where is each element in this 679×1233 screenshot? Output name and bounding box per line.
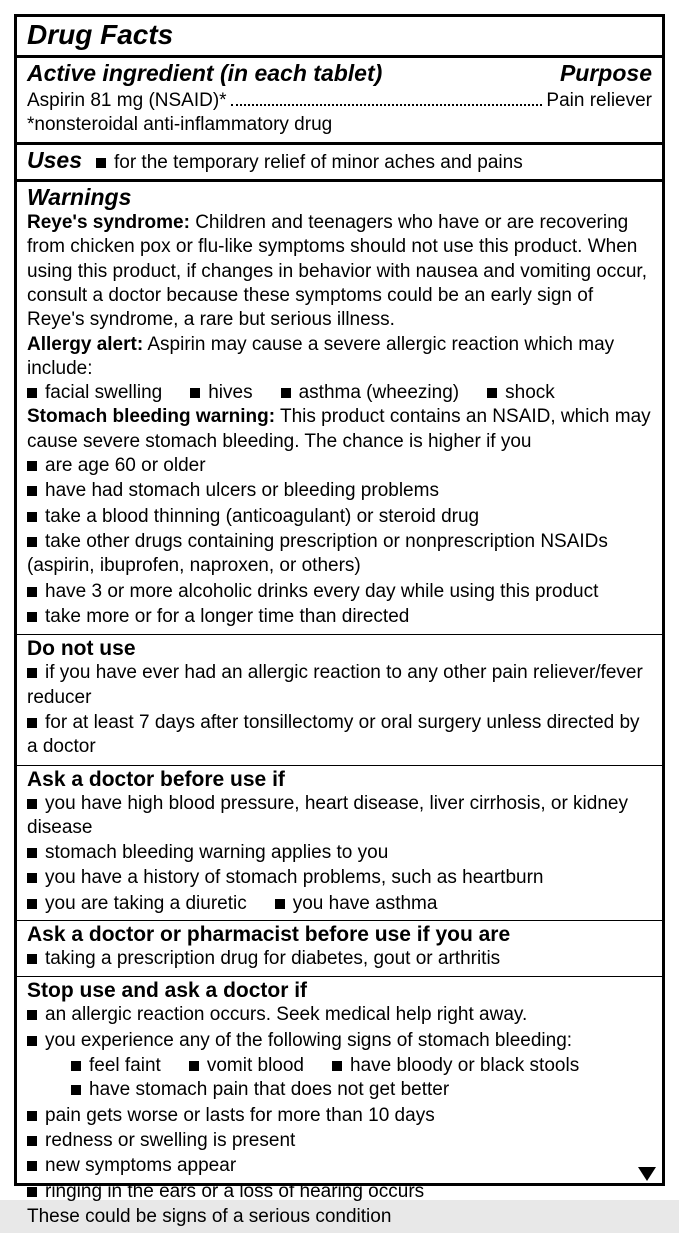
list-item: hives — [190, 381, 252, 405]
stopuse-sub-block: have stomach pain that does not get bett… — [27, 1078, 652, 1102]
stopuse-top: an allergic reaction occurs. Seek medica… — [27, 1003, 652, 1053]
list-item: pain gets worse or lasts for more than 1… — [27, 1104, 652, 1128]
list-item: shock — [487, 381, 555, 405]
list-item: you have a history of stomach problems, … — [27, 866, 652, 890]
reyes-label: Reye's syndrome: — [27, 212, 190, 233]
list-item: asthma (wheezing) — [281, 381, 460, 405]
warnings-section: Warnings Reye's syndrome: Children and t… — [17, 182, 662, 635]
drug-facts-box: Drug Facts Active ingredient (in each ta… — [14, 14, 665, 1186]
list-item: have 3 or more alcoholic drinks every da… — [27, 580, 652, 604]
list-item: have bloody or black stools — [332, 1054, 579, 1078]
list-item: have had stomach ulcers or bleeding prob… — [27, 479, 652, 503]
active-ingredient: Aspirin 81 mg (NSAID)* — [27, 89, 227, 113]
list-item: have stomach pain that does not get bett… — [71, 1078, 652, 1102]
stomach-items: are age 60 or olderhave had stomach ulce… — [27, 454, 652, 629]
list-item: for at least 7 days after tonsillectomy … — [27, 711, 652, 760]
active-heading: Active ingredient (in each tablet) — [27, 60, 382, 87]
warnings-heading: Warnings — [27, 184, 652, 211]
drug-facts-panel: Drug Facts Active ingredient (in each ta… — [0, 0, 679, 1200]
purpose-heading: Purpose — [560, 60, 652, 87]
leader-dots — [231, 87, 543, 106]
stopuse-tail: These could be signs of a serious condit… — [27, 1205, 652, 1229]
allergy-label: Allergy alert: — [27, 334, 143, 355]
list-item: take other drugs containing prescription… — [27, 530, 652, 579]
list-item: you experience any of the following sign… — [27, 1029, 652, 1053]
stopuse-bottom: pain gets worse or lasts for more than 1… — [27, 1104, 652, 1204]
askpharm-heading: Ask a doctor or pharmacist before use if… — [27, 923, 652, 947]
donotuse-items: if you have ever had an allergic reactio… — [27, 661, 652, 759]
list-item: you have high blood pressure, heart dise… — [27, 792, 652, 841]
list-item: redness or swelling is present — [27, 1129, 652, 1153]
allergy-block: Allergy alert: Aspirin may cause a sever… — [27, 333, 652, 382]
askpharm-items: taking a prescription drug for diabetes,… — [27, 947, 652, 971]
list-item: vomit blood — [189, 1054, 304, 1078]
list-item: take more or for a longer time than dire… — [27, 605, 652, 629]
stomach-label: Stomach bleeding warning: — [27, 406, 275, 427]
list-item: stomach bleeding warning applies to you — [27, 841, 652, 865]
list-item: you are taking a diuretic — [27, 892, 247, 916]
reyes-block: Reye's syndrome: Children and teenagers … — [27, 211, 652, 333]
ask-pharmacist-section: Ask a doctor or pharmacist before use if… — [17, 921, 662, 977]
list-item: ringing in the ears or a loss of hearing… — [27, 1180, 652, 1204]
list-item: take a blood thinning (anticoagulant) or… — [27, 505, 652, 529]
list-item: if you have ever had an allergic reactio… — [27, 661, 652, 710]
uses-text: for the temporary relief of minor aches … — [96, 151, 523, 175]
do-not-use-section: Do not use if you have ever had an aller… — [17, 635, 662, 765]
list-item: taking a prescription drug for diabetes,… — [27, 947, 652, 971]
title: Drug Facts — [27, 19, 652, 51]
list-item: an allergic reaction occurs. Seek medica… — [27, 1003, 652, 1027]
list-item: facial swelling — [27, 381, 162, 405]
ask-doctor-section: Ask a doctor before use if you have high… — [17, 766, 662, 922]
stomach-block: Stomach bleeding warning: This product c… — [27, 405, 652, 454]
active-footnote: *nonsteroidal anti-inflammatory drug — [27, 113, 652, 137]
list-item: new symptoms appear — [27, 1154, 652, 1178]
list-item: you have asthma — [275, 892, 438, 916]
active-ingredient-section: Active ingredient (in each tablet) Purpo… — [17, 58, 662, 145]
stopuse-sub-inline: feel faint vomit blood have bloody or blac… — [27, 1054, 652, 1078]
title-section: Drug Facts — [17, 17, 662, 58]
allergy-items: facial swelling hives asthma (wheezing) sho… — [27, 381, 652, 405]
askdoctor-items: you have high blood pressure, heart dise… — [27, 792, 652, 891]
list-item: are age 60 or older — [27, 454, 652, 478]
donotuse-heading: Do not use — [27, 637, 652, 661]
purpose-value: Pain reliever — [546, 89, 652, 113]
stopuse-heading: Stop use and ask a doctor if — [27, 979, 652, 1003]
uses-heading: Uses — [27, 147, 82, 174]
stop-use-section: Stop use and ask a doctor if an allergic… — [17, 977, 662, 1233]
askdoctor-inline: you are taking a diuretic you have asthma — [27, 892, 652, 916]
list-item: feel faint — [71, 1054, 161, 1078]
uses-section: Uses for the temporary relief of minor a… — [17, 145, 662, 182]
continued-arrow-icon — [638, 1167, 656, 1181]
askdoctor-heading: Ask a doctor before use if — [27, 768, 652, 792]
